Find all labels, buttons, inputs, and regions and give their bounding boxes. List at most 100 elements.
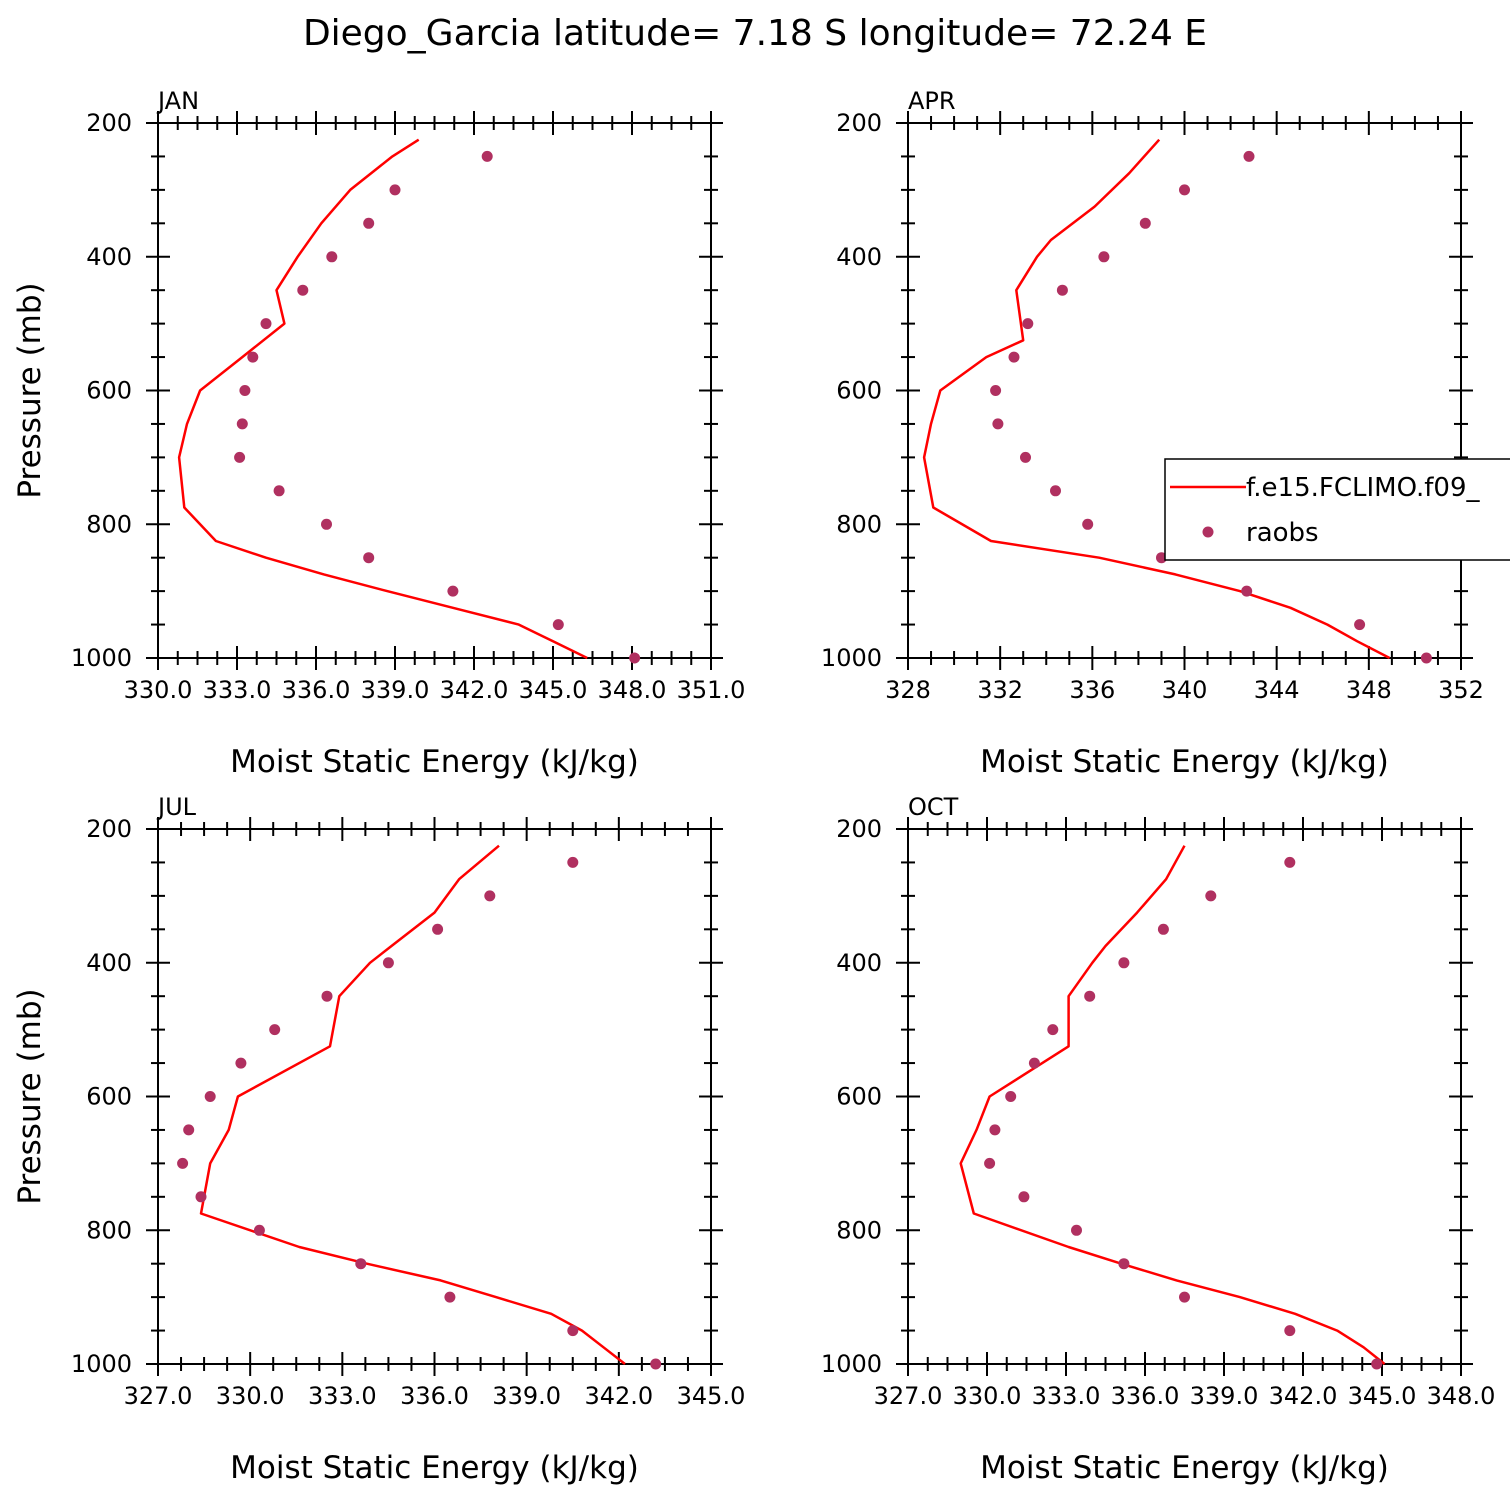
x-tick-label: 328 <box>885 676 931 704</box>
panel-label: JAN <box>156 87 199 115</box>
obs-point <box>297 284 309 296</box>
x-tick-label: 336.0 <box>1111 1382 1180 1410</box>
obs-point <box>552 619 564 631</box>
x-tick-label: 342.0 <box>440 676 509 704</box>
obs-point <box>1241 585 1253 597</box>
obs-point <box>1005 1091 1017 1102</box>
x-tick-label: 339.0 <box>361 676 430 704</box>
obs-point <box>363 552 375 564</box>
y-tick-label: 800 <box>836 1216 882 1244</box>
x-tick-label: 348.0 <box>1427 1382 1496 1410</box>
y-tick-label: 400 <box>836 243 882 271</box>
y-tick-label: 400 <box>86 243 132 271</box>
obs-point <box>1205 890 1217 902</box>
obs-point <box>1139 217 1151 229</box>
x-tick-label: 348 <box>1346 676 1392 704</box>
obs-point <box>260 318 272 330</box>
obs-point <box>321 518 332 530</box>
obs-point <box>629 652 641 664</box>
obs-point <box>269 1024 281 1036</box>
y-tick-label: 800 <box>86 510 132 538</box>
legend: f.e15.FCLIMO.f09_raobs <box>1164 458 1510 561</box>
panel-label: APR <box>908 87 956 115</box>
obs-point <box>1354 619 1366 631</box>
x-tick-label: 336.0 <box>400 1382 469 1410</box>
obs-point <box>183 1124 195 1136</box>
obs-point <box>1018 1191 1030 1203</box>
obs-point <box>326 251 338 263</box>
obs-point <box>1157 923 1169 935</box>
x-axis-label: Moist Static Energy (kJ/kg) <box>230 1450 639 1486</box>
obs-point <box>177 1157 189 1169</box>
obs-point <box>1098 251 1110 263</box>
x-tick-label: 352 <box>1438 676 1484 704</box>
x-tick-label: 336.0 <box>282 676 351 704</box>
x-tick-label: 339.0 <box>1190 1382 1259 1410</box>
x-tick-label: 339.0 <box>492 1382 561 1410</box>
obs-point <box>253 1224 265 1236</box>
model-line <box>199 844 626 1365</box>
obs-point <box>1071 1224 1082 1236</box>
x-tick-label: 330.0 <box>124 676 193 704</box>
figure-title: Diego_Garcia latitude= 7.18 S longitude=… <box>303 13 1207 54</box>
model-line <box>959 845 1386 1365</box>
obs-point <box>1118 957 1130 969</box>
obs-point <box>989 1124 1001 1136</box>
y-tick-label: 200 <box>836 109 882 137</box>
obs-point <box>990 385 1002 396</box>
obs-point <box>1008 351 1020 363</box>
obs-point <box>1082 518 1094 530</box>
obs-point <box>984 1157 996 1169</box>
obs-point <box>1179 1291 1190 1303</box>
obs-point <box>234 451 246 463</box>
x-tick-label: 351.0 <box>677 676 746 704</box>
y-tick-label: 200 <box>86 815 132 843</box>
obs-point <box>389 184 401 196</box>
obs-point <box>1371 1358 1383 1370</box>
legend-obs-label: raobs <box>1246 518 1319 548</box>
obs-point <box>363 217 375 229</box>
y-tick-label: 600 <box>836 1083 882 1111</box>
obs-point <box>247 351 259 363</box>
obs-point <box>481 150 493 162</box>
y-tick-label: 800 <box>86 1216 132 1244</box>
y-tick-label: 200 <box>86 109 132 137</box>
obs-point <box>1084 990 1096 1002</box>
x-tick-label: 336 <box>1069 676 1115 704</box>
y-tick-label: 200 <box>836 815 882 843</box>
y-tick-label: 1000 <box>821 1350 882 1378</box>
x-tick-label: 327.0 <box>874 1382 943 1410</box>
y-tick-label: 400 <box>86 949 132 977</box>
x-tick-label: 327.0 <box>124 1382 193 1410</box>
x-axis-label: Moist Static Energy (kJ/kg) <box>980 744 1389 780</box>
obs-point <box>273 485 285 497</box>
obs-point <box>1284 1325 1296 1337</box>
x-tick-label: 344 <box>1254 676 1300 704</box>
plot-frame <box>157 828 712 1365</box>
legend-box <box>1164 458 1510 561</box>
legend-obs-swatch <box>1202 526 1214 538</box>
obs-point <box>650 1358 662 1370</box>
obs-point <box>1284 856 1296 868</box>
x-tick-label: 345.0 <box>677 1382 746 1410</box>
obs-point <box>236 418 248 430</box>
obs-point <box>239 385 251 396</box>
obs-point <box>1420 652 1432 664</box>
obs-point <box>204 1091 216 1102</box>
obs-point <box>1047 1024 1059 1036</box>
x-axis-label: Moist Static Energy (kJ/kg) <box>980 1450 1389 1486</box>
panels: JAN 200 400 600 800 1000 330.0 333.0 336.0 339.0 3… <box>12 87 1510 1486</box>
x-tick-label: 333.0 <box>308 1382 377 1410</box>
obs-point <box>484 890 496 902</box>
panel-oct: OCT 200 400 600 800 1000 327.0 330.0 333.0 336.0 3… <box>821 793 1495 1486</box>
model-line <box>177 138 588 660</box>
x-tick-label: 330.0 <box>216 1382 285 1410</box>
x-tick-label: 342.0 <box>584 1382 653 1410</box>
obs-point <box>1118 1258 1130 1270</box>
x-tick-label: 330.0 <box>953 1382 1022 1410</box>
x-tick-label: 345.0 <box>519 676 588 704</box>
x-tick-label: 345.0 <box>1348 1382 1417 1410</box>
y-axis-label: Pressure (mb) <box>12 282 48 498</box>
x-tick-label: 333.0 <box>1032 1382 1101 1410</box>
